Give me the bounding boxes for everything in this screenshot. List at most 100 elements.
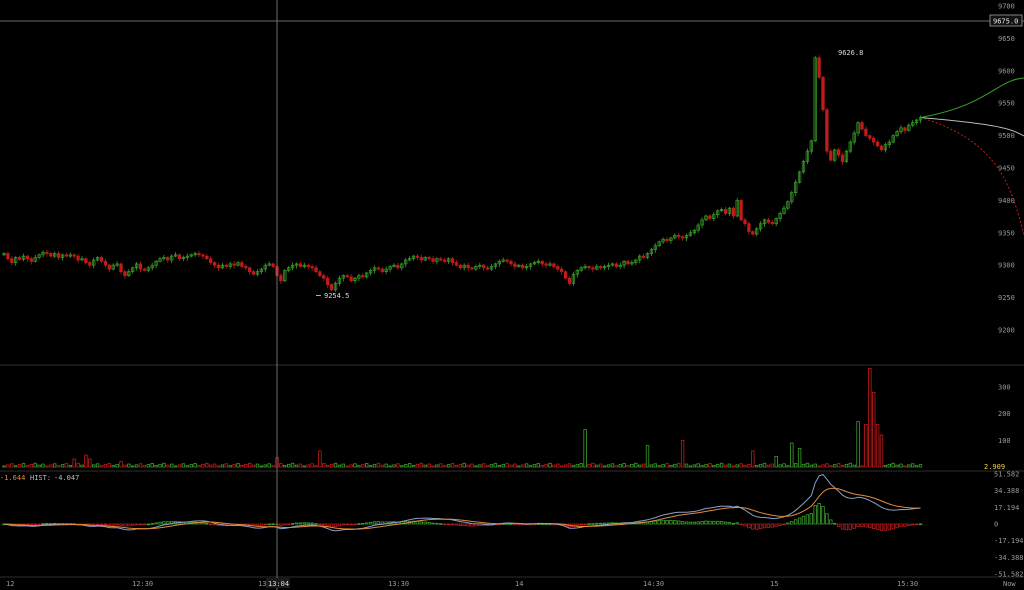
macd-hist-bar — [801, 515, 806, 525]
candle-body — [501, 259, 505, 262]
candle-body — [895, 131, 899, 136]
candle-body — [478, 264, 482, 267]
volume-bar — [770, 463, 774, 468]
volume-bar — [107, 463, 111, 468]
volume-bar — [727, 463, 732, 468]
volume-bar — [911, 463, 915, 468]
volume-bar — [700, 465, 704, 468]
volume-bar — [696, 463, 700, 468]
macd-hist-bar — [696, 521, 700, 525]
macd-hist-bar — [739, 523, 743, 526]
macd-hist-bar — [755, 523, 759, 530]
candle-body — [439, 258, 443, 261]
volume-bar — [76, 462, 80, 468]
macd-tick-label: 34.388 — [994, 487, 1019, 495]
macd-hist-bar — [883, 523, 888, 531]
candle-body — [287, 267, 291, 271]
candle-body — [134, 263, 139, 269]
candle-body — [790, 192, 794, 203]
volume-bar — [524, 463, 529, 468]
volume-bar — [653, 463, 657, 468]
macd-hist-bar — [813, 505, 817, 525]
candle-body — [470, 267, 474, 270]
volume-bar — [774, 455, 778, 468]
candle-body — [341, 275, 345, 279]
volume-bar — [809, 464, 813, 468]
macd-hist-bar — [255, 523, 260, 527]
macd-hist-bar — [376, 521, 381, 525]
volume-bar — [875, 423, 880, 468]
candle-body — [755, 228, 759, 235]
candle-body — [821, 76, 825, 111]
macd-hist-bar — [684, 521, 689, 525]
volume-bar — [322, 463, 326, 468]
volume-bar — [766, 464, 771, 468]
candle-body — [326, 277, 330, 285]
volume-bar — [201, 463, 205, 468]
time-axis: 12 12:30 13:30 14 14:30 15 15:30 Now 13 — [6, 580, 1016, 588]
macd-hist-bar — [914, 523, 919, 526]
time-tick-label: Now — [1003, 580, 1016, 588]
candle-body — [25, 255, 30, 260]
macd-hist-bar — [735, 522, 739, 525]
candle-body — [524, 266, 529, 269]
candle-body — [361, 275, 365, 278]
candle-body — [56, 253, 61, 258]
volume-bar — [645, 445, 650, 468]
macd-hist-bar — [688, 521, 693, 525]
volume-bar — [762, 462, 767, 468]
volume-bar — [372, 463, 377, 468]
candle-body — [64, 254, 69, 257]
volume-bar — [384, 463, 388, 468]
candle-body — [579, 267, 583, 271]
volume-bar — [661, 464, 665, 468]
candle-body — [123, 271, 127, 276]
volume-bar — [622, 463, 626, 468]
candle-body — [166, 257, 170, 261]
candle-body — [680, 236, 685, 239]
macd-hist-bar — [774, 523, 778, 527]
candle-body — [493, 263, 498, 267]
time-tick-label: 14:30 — [643, 580, 664, 588]
volume-bar — [907, 464, 911, 468]
volume-bar — [743, 465, 747, 468]
volume-bar — [162, 462, 166, 468]
volume-bar — [813, 463, 817, 468]
volume-bar — [474, 465, 478, 468]
candle-body — [911, 122, 915, 126]
macd-hist-bar — [719, 520, 724, 525]
volume-bar — [325, 464, 330, 468]
candle-body — [509, 260, 513, 265]
volume-bar — [6, 464, 10, 468]
volume-bar — [64, 463, 69, 468]
macd-tick-label: 0 — [994, 521, 998, 529]
macd-lines — [3, 474, 921, 532]
candle-body — [482, 264, 486, 269]
volume-bar — [189, 464, 193, 468]
candle-body — [548, 263, 552, 266]
candle-body — [197, 253, 201, 256]
macd-hist-bar — [829, 519, 833, 525]
candle-body — [677, 235, 681, 238]
volume-bar — [337, 464, 342, 468]
volume-bar — [127, 463, 131, 468]
candle-body — [602, 266, 607, 269]
macd-hist-bar — [751, 523, 755, 530]
candle-body — [786, 201, 790, 209]
volume-bar — [17, 464, 22, 468]
candle-body — [918, 117, 923, 121]
macd-hist-bar — [790, 521, 794, 525]
volume-bar — [708, 463, 712, 468]
macd-hist-bar — [716, 520, 720, 525]
volume-tick-label: 100 — [998, 437, 1011, 445]
volume-bar — [626, 464, 630, 468]
candle-body — [216, 264, 221, 269]
candle-body — [259, 268, 264, 273]
volume-bar — [181, 463, 186, 468]
candle-body — [797, 171, 802, 183]
macd-hist-bar — [704, 520, 708, 525]
candle-body — [899, 127, 903, 133]
macd-hist-bar — [41, 523, 45, 525]
macd-hist-bar — [283, 523, 287, 526]
